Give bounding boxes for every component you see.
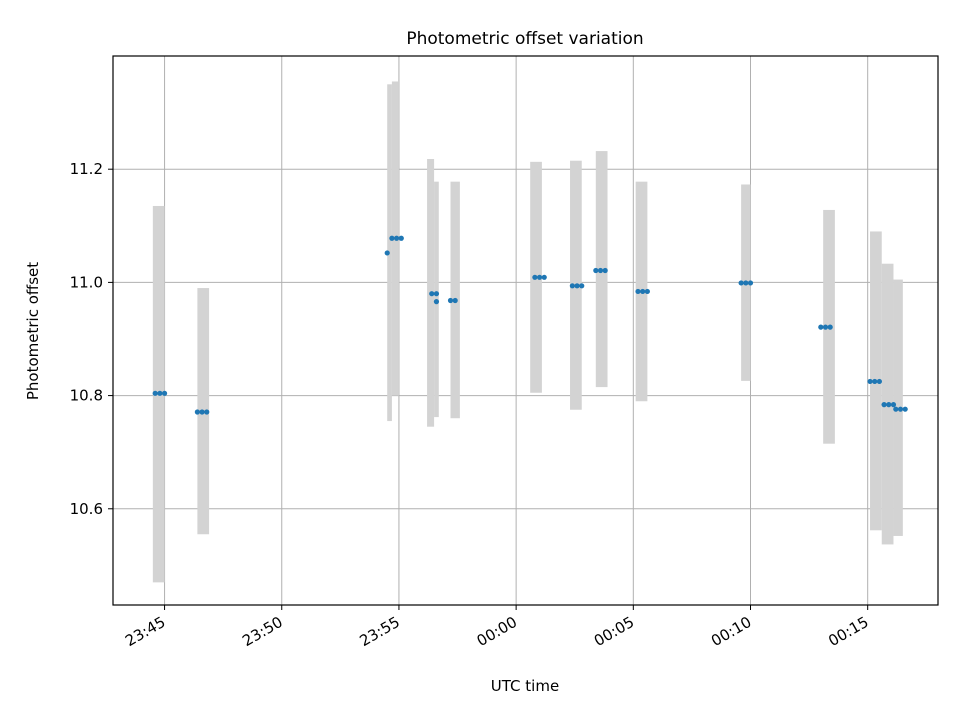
y-tick-label: 10.6 [70, 500, 103, 518]
data-point [640, 288, 646, 295]
data-point [393, 235, 400, 241]
data-point [597, 267, 604, 274]
data-points [152, 235, 908, 415]
data-point [881, 402, 887, 408]
data-point [644, 288, 650, 295]
data-point [635, 288, 641, 295]
y-tick-label: 10.8 [70, 387, 103, 405]
data-point [541, 274, 547, 280]
data-point [867, 378, 873, 385]
data-point [569, 283, 575, 289]
data-point [157, 390, 163, 396]
data-point [447, 297, 454, 304]
uncertainty-band [893, 279, 903, 536]
data-point [897, 406, 904, 412]
data-point [532, 274, 538, 280]
y-tick-label: 11.2 [70, 160, 103, 178]
data-point [433, 291, 440, 297]
data-point [738, 280, 744, 286]
data-point [593, 267, 599, 274]
data-point [822, 324, 829, 330]
data-point [384, 250, 390, 256]
data-point [893, 406, 899, 412]
x-axis-label: UTC time [491, 677, 559, 695]
chart-title: Photometric offset variation [406, 29, 643, 49]
data-point [827, 324, 833, 330]
data-point [876, 378, 883, 385]
data-point [194, 409, 200, 415]
data-point [389, 235, 395, 241]
data-point [886, 402, 892, 408]
data-point [872, 378, 878, 385]
data-point [890, 402, 897, 408]
data-point [161, 390, 168, 396]
data-point [743, 280, 749, 286]
data-point [199, 409, 205, 415]
data-point [818, 324, 824, 330]
data-point [602, 267, 608, 274]
data-point [152, 390, 158, 396]
data-point [747, 280, 754, 286]
data-point [204, 409, 210, 415]
data-point [536, 274, 543, 280]
plot-frame [112, 55, 939, 606]
data-point [579, 283, 585, 289]
y-axis-label: Photometric offset [24, 262, 42, 400]
data-point [574, 283, 580, 289]
data-point [452, 297, 458, 304]
data-point [398, 235, 404, 241]
y-tick-label: 11.0 [70, 273, 103, 291]
data-point [429, 291, 435, 297]
data-point [433, 299, 440, 305]
data-point [902, 406, 908, 412]
